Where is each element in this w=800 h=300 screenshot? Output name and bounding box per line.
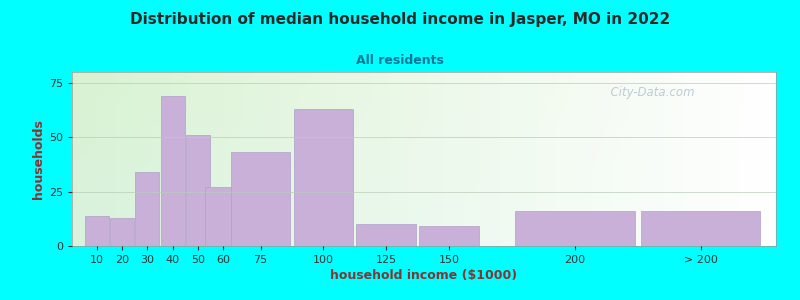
- Text: Distribution of median household income in Jasper, MO in 2022: Distribution of median household income …: [130, 12, 670, 27]
- Bar: [110, 218, 134, 246]
- Text: City-Data.com: City-Data.com: [603, 86, 695, 99]
- Bar: [161, 96, 185, 246]
- Bar: [135, 172, 159, 246]
- Y-axis label: households: households: [32, 119, 45, 199]
- Text: All residents: All residents: [356, 54, 444, 67]
- Bar: [205, 187, 241, 246]
- Bar: [357, 224, 416, 246]
- Bar: [641, 211, 760, 246]
- Bar: [419, 226, 479, 246]
- Bar: [515, 211, 634, 246]
- Bar: [186, 135, 210, 246]
- Bar: [294, 109, 354, 246]
- X-axis label: household income ($1000): household income ($1000): [330, 269, 518, 282]
- Bar: [230, 152, 290, 246]
- Bar: [86, 215, 109, 246]
